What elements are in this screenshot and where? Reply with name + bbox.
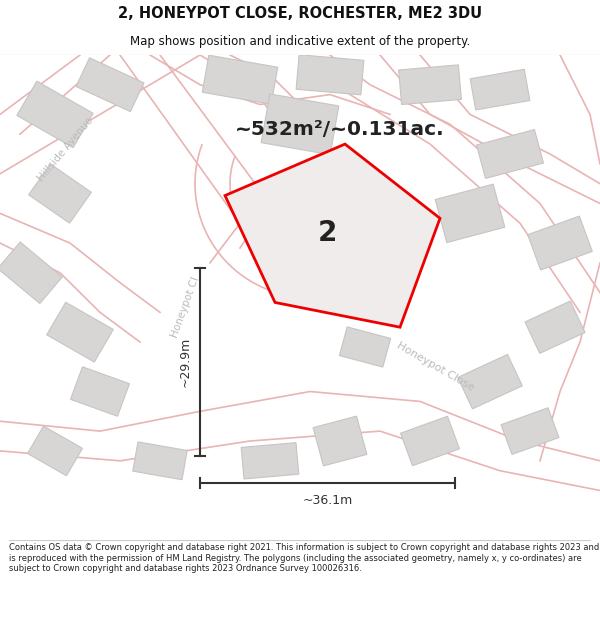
Polygon shape [340, 327, 391, 367]
Polygon shape [76, 58, 144, 112]
Polygon shape [527, 216, 592, 270]
Text: ~29.9m: ~29.9m [179, 337, 191, 387]
Text: ~532m²/~0.131ac.: ~532m²/~0.131ac. [235, 120, 445, 139]
Polygon shape [261, 94, 339, 154]
Text: Map shows position and indicative extent of the property.: Map shows position and indicative extent… [130, 35, 470, 48]
Polygon shape [476, 129, 544, 178]
Polygon shape [202, 55, 278, 104]
Text: Honeypot Close: Honeypot Close [395, 341, 475, 393]
Text: Contains OS data © Crown copyright and database right 2021. This information is : Contains OS data © Crown copyright and d… [9, 543, 599, 573]
Polygon shape [458, 354, 523, 409]
Polygon shape [241, 442, 299, 479]
Polygon shape [0, 242, 62, 304]
Polygon shape [71, 367, 130, 416]
Polygon shape [28, 426, 82, 476]
Text: Honeypot Cl: Honeypot Cl [169, 276, 200, 339]
Text: Hillside Avenue: Hillside Avenue [35, 115, 95, 183]
Polygon shape [133, 442, 187, 480]
Polygon shape [398, 65, 461, 104]
Text: 2: 2 [317, 219, 337, 247]
Text: ~36.1m: ~36.1m [302, 494, 353, 507]
Polygon shape [501, 408, 559, 454]
Polygon shape [435, 184, 505, 242]
Polygon shape [525, 301, 585, 353]
Polygon shape [225, 144, 440, 328]
Polygon shape [401, 416, 460, 466]
Text: 2, HONEYPOT CLOSE, ROCHESTER, ME2 3DU: 2, HONEYPOT CLOSE, ROCHESTER, ME2 3DU [118, 6, 482, 21]
Polygon shape [29, 164, 91, 223]
Polygon shape [470, 69, 530, 110]
Polygon shape [313, 416, 367, 466]
Polygon shape [17, 81, 93, 148]
Polygon shape [296, 55, 364, 95]
Polygon shape [47, 302, 113, 362]
